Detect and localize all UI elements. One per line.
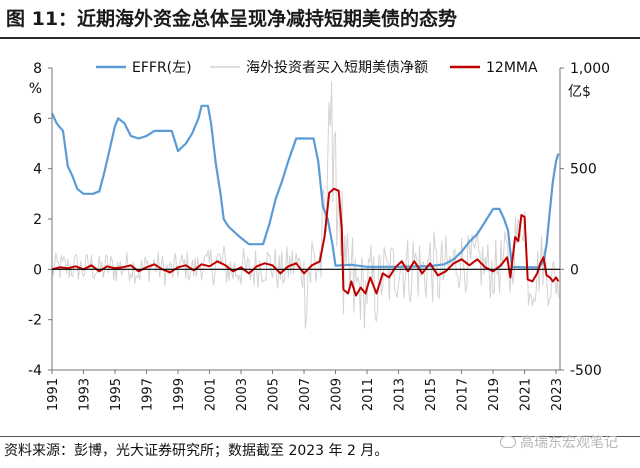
right-tick-label: 500 bbox=[570, 162, 597, 178]
source-note: 资料来源：彭博，光大证券研究所；数据截至 2023 年 2 月。 bbox=[4, 443, 389, 459]
x-tick-label: 2013 bbox=[393, 378, 408, 411]
right-tick-label: 0 bbox=[570, 262, 579, 278]
right-tick-label: 1,000 bbox=[570, 61, 610, 77]
left-tick-label: 2 bbox=[33, 212, 42, 228]
x-tick-label: 2005 bbox=[267, 378, 282, 411]
x-tick-label: 2007 bbox=[298, 378, 313, 411]
legend-effr-label: EFFR(左) bbox=[132, 60, 192, 76]
legend-12mma-label: 12MMA bbox=[486, 60, 538, 76]
chart: -4 -2 0 2 4 6 8% -500 0 500 1,000 亿$ 1991 1993 1995 199… bbox=[28, 60, 610, 411]
right-axis-unit: 亿$ bbox=[568, 84, 591, 100]
watermark-text: 高瑞东宏观笔记 bbox=[520, 435, 618, 451]
x-tick-label: 2001 bbox=[204, 378, 219, 411]
left-tick-label: -2 bbox=[28, 313, 42, 329]
series-effr-line bbox=[51, 104, 560, 269]
left-axis-unit: % bbox=[29, 81, 42, 97]
x-tick-label: 2011 bbox=[361, 378, 376, 411]
x-tick-label: 1991 bbox=[46, 378, 61, 411]
wechat-icon bbox=[500, 436, 516, 448]
x-tick-label: 2003 bbox=[235, 378, 250, 411]
title-divider bbox=[0, 37, 640, 39]
x-tick-label: 1995 bbox=[109, 378, 124, 411]
x-tick-label: 1999 bbox=[172, 378, 187, 411]
chart-title: 图 11：近期海外资金总体呈现净减持短期美债的态势 bbox=[6, 8, 458, 30]
left-tick-label: 0 bbox=[33, 262, 42, 278]
x-tick-label: 2021 bbox=[519, 378, 534, 411]
legend-net-purchases-label: 海外投资者买入短期美债净额 bbox=[246, 60, 428, 76]
x-tick-label: 2017 bbox=[456, 378, 471, 411]
left-tick-label: 4 bbox=[33, 162, 42, 178]
x-tick-label: 2019 bbox=[487, 378, 502, 411]
left-tick-label: -4 bbox=[28, 363, 42, 379]
series-12mma-line bbox=[51, 187, 560, 297]
x-tick-label: 2023 bbox=[550, 378, 565, 411]
x-tick-label: 1997 bbox=[141, 378, 156, 411]
footer-divider bbox=[0, 436, 640, 437]
left-tick-label: 6 bbox=[33, 111, 42, 127]
x-tick-label: 2015 bbox=[424, 378, 439, 411]
left-tick-label: 8 bbox=[33, 61, 42, 77]
x-tick-label: 2009 bbox=[330, 378, 345, 411]
series-net-purchases-line bbox=[51, 81, 560, 329]
watermark: 高瑞东宏观笔记 bbox=[500, 432, 618, 452]
x-tick-label: 1993 bbox=[78, 378, 93, 411]
right-tick-label: -500 bbox=[570, 363, 602, 379]
